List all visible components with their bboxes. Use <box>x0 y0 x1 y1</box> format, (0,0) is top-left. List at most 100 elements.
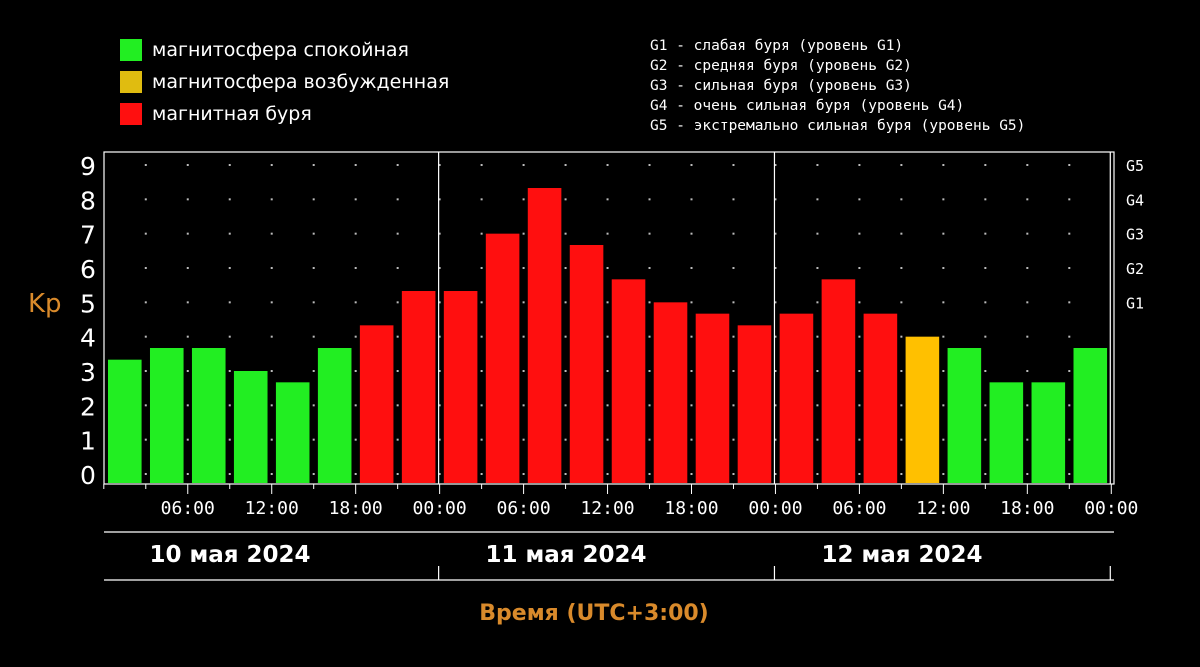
grid-dot <box>774 370 777 372</box>
grid-dot <box>396 438 399 441</box>
grid-dot <box>1026 335 1029 338</box>
grid-dot <box>648 164 651 166</box>
legend-swatch-active <box>120 71 142 93</box>
legend-item-storm: магнитная буря <box>120 98 449 130</box>
grid-dot <box>942 473 945 475</box>
x-tick-label: 06:00 <box>832 498 886 519</box>
grid-dot <box>228 438 231 441</box>
grid-dot <box>606 232 609 235</box>
grid-dot <box>858 473 861 475</box>
x-tick-label: 00:00 <box>413 498 467 519</box>
grid-dot <box>984 335 987 338</box>
y-tick-label: 6 <box>80 255 96 284</box>
grid-dot <box>522 232 525 235</box>
legend-item-active: магнитосфера возбужденная <box>120 66 449 98</box>
grid-dot <box>1068 370 1071 372</box>
g-level-label: G5 <box>1126 157 1144 175</box>
grid-dot <box>1026 404 1029 407</box>
grid-dot <box>144 473 147 475</box>
kp-bar-12 <box>569 244 604 483</box>
kp-bar-6 <box>317 347 352 483</box>
grid-dot <box>774 438 777 441</box>
grid-dot <box>354 335 357 338</box>
day-label: 12 мая 2024 <box>821 542 982 568</box>
grid-dot <box>648 198 651 201</box>
grid-dot <box>606 438 609 441</box>
grid-dot <box>774 404 777 407</box>
grid-dot <box>144 198 147 201</box>
grid-dot <box>312 232 315 235</box>
grid-dot <box>312 301 315 304</box>
grid-dot <box>942 267 945 269</box>
g-level-label: G1 <box>1126 294 1144 312</box>
grid-dot <box>858 438 861 441</box>
grid-dot <box>732 164 735 166</box>
grid-dot <box>648 301 651 304</box>
grid-dot <box>816 267 819 269</box>
grid-dot <box>186 335 189 338</box>
grid-dot <box>984 438 987 441</box>
grid-dot <box>228 164 231 166</box>
grid-dot <box>312 438 315 441</box>
grid-dot <box>270 335 273 338</box>
grid-dot <box>774 335 777 338</box>
grid-dot <box>186 232 189 235</box>
kp-bar-16 <box>737 325 772 483</box>
grid-dot <box>438 370 441 372</box>
grid-dot <box>732 370 735 372</box>
grid-dot <box>564 438 567 441</box>
grid-dot <box>480 473 483 475</box>
grid-dot <box>858 301 861 304</box>
grid-dot <box>1026 198 1029 201</box>
y-tick-label: 1 <box>80 427 96 456</box>
grid-dot <box>984 473 987 475</box>
grid-dot <box>690 370 693 372</box>
legend-storm-level-g3: G3 - сильная буря (уровень G3) <box>650 78 912 94</box>
grid-dot <box>354 404 357 407</box>
grid-dot <box>522 267 525 269</box>
grid-dot <box>900 267 903 269</box>
grid-dot <box>144 267 147 269</box>
grid-dot <box>228 198 231 201</box>
grid-dot <box>480 335 483 338</box>
x-tick-label: 18:00 <box>329 498 383 519</box>
grid-dot <box>1026 267 1029 269</box>
grid-dot <box>522 301 525 304</box>
grid-dot <box>942 335 945 338</box>
grid-dot <box>480 164 483 166</box>
grid-dot <box>480 198 483 201</box>
grid-dot <box>690 404 693 407</box>
grid-dot <box>984 370 987 372</box>
grid-dot <box>354 301 357 304</box>
x-tick-label: 06:00 <box>161 498 215 519</box>
grid-dot <box>816 198 819 201</box>
grid-dot <box>354 473 357 475</box>
kp-bar-18 <box>821 279 856 483</box>
grid-dot <box>1068 473 1071 475</box>
grid-dot <box>354 164 357 166</box>
kp-bar-13 <box>611 279 646 483</box>
grid-dot <box>900 473 903 475</box>
grid-dot <box>942 198 945 201</box>
grid-dot <box>228 232 231 235</box>
x-tick-label: 00:00 <box>748 498 802 519</box>
grid-dot <box>396 370 399 372</box>
grid-layer <box>144 164 1071 475</box>
grid-dot <box>984 267 987 269</box>
grid-dot <box>396 301 399 304</box>
grid-dot <box>312 198 315 201</box>
grid-dot <box>270 301 273 304</box>
grid-dot <box>816 438 819 441</box>
legend-categories: магнитосфера спокойная магнитосфера возб… <box>120 34 449 130</box>
grid-dot <box>228 370 231 372</box>
grid-dot <box>144 335 147 338</box>
g-level-label: G3 <box>1126 226 1144 244</box>
grid-dot <box>942 438 945 441</box>
grid-dot <box>732 335 735 338</box>
grid-dot <box>858 164 861 166</box>
grid-dot <box>522 370 525 372</box>
grid-dot <box>1068 404 1071 407</box>
grid-dot <box>144 404 147 407</box>
grid-dot <box>732 473 735 475</box>
grid-dot <box>732 404 735 407</box>
